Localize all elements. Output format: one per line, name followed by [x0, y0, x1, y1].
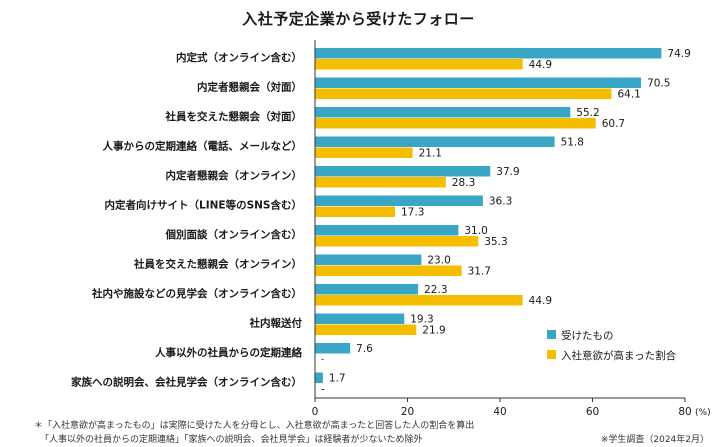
bar-received: [315, 343, 351, 354]
data-label: 21.1: [419, 148, 442, 160]
data-label: 28.3: [452, 177, 475, 189]
category-label: 内定者懇親会（対面）: [197, 81, 302, 94]
data-label: 64.1: [617, 89, 640, 101]
data-label: 21.9: [422, 325, 445, 337]
category-label: 人事以外の社員からの定期連絡: [155, 346, 302, 359]
category-label: 社内や施設などの見学会（オンライン含む）: [91, 287, 302, 300]
footnote-2: 「人事以外の社員からの定期連絡」「家族への説明会、会社見学会」は経験者が少ないた…: [40, 435, 423, 445]
bar-motivated: [315, 118, 596, 129]
data-label: 19.3: [410, 314, 433, 326]
bar-received: [315, 254, 422, 265]
data-label: 22.3: [424, 284, 447, 296]
chart-title: 入社予定企業から受けたフォロー: [242, 10, 475, 28]
data-label: 7.6: [356, 343, 373, 355]
bar-received: [315, 195, 483, 206]
category-label: 社員を交えた懇親会（オンライン）: [133, 258, 302, 271]
bar-received: [315, 225, 459, 236]
bar-motivated: [315, 147, 413, 158]
data-label: 35.3: [484, 236, 507, 248]
data-label: 60.7: [602, 118, 625, 130]
bar-received: [315, 372, 323, 383]
bar-motivated: [315, 236, 479, 247]
data-label: 36.3: [489, 196, 512, 208]
data-label: 23.0: [427, 255, 450, 267]
bar-motivated: [315, 177, 446, 188]
category-label: 内定者懇親会（オンライン）: [166, 169, 303, 182]
bar-received: [315, 166, 491, 177]
data-label: 70.5: [647, 78, 670, 90]
x-tick-label: 80: [678, 406, 691, 418]
legend-swatch: [547, 330, 556, 339]
data-label: 17.3: [401, 207, 424, 219]
category-label: 内定者向けサイト（LINE等のSNS含む）: [105, 199, 302, 212]
bar-received: [315, 136, 555, 147]
x-tick-label: 0: [312, 406, 319, 418]
source-note: ※学生調査（2024年2月）: [600, 435, 709, 445]
bar-received: [315, 107, 571, 118]
footnote-1: ＊「入社意欲が高まったもの」は実際に受けた人を分母とし、入社意欲が高まったと回答…: [34, 421, 475, 431]
data-label: 51.8: [561, 137, 584, 149]
data-label: -: [321, 355, 324, 365]
legend-swatch: [547, 350, 556, 359]
bar-motivated: [315, 324, 417, 335]
data-label: 74.9: [667, 48, 690, 60]
data-label: 31.0: [464, 225, 487, 237]
category-label: 社内報送付: [249, 317, 303, 330]
category-label: 人事からの定期連絡（電話、メールなど）: [103, 140, 303, 153]
bar-received: [315, 313, 405, 324]
data-label: 44.9: [529, 59, 552, 71]
x-tick-label: 60: [586, 406, 599, 418]
data-label: 37.9: [496, 166, 519, 178]
bar-motivated: [315, 295, 523, 306]
legend-label: 入社意欲が高まった割合: [561, 349, 677, 362]
category-label: 内定式（オンライン含む）: [176, 51, 302, 64]
bar-motivated: [315, 59, 523, 70]
category-label: 個別面談（オンライン含む）: [165, 228, 303, 241]
data-label: -: [321, 384, 325, 396]
bar-received: [315, 48, 662, 59]
x-tick-label: 40: [493, 406, 506, 418]
bar-received: [315, 77, 642, 88]
category-label: 社員を交えた懇親会（対面）: [165, 110, 303, 123]
bar-motivated: [315, 265, 462, 276]
bar-motivated: [315, 206, 396, 217]
data-label: 31.7: [468, 266, 491, 278]
x-unit-label: (%): [695, 408, 711, 418]
legend-label: 受けたもの: [561, 330, 614, 342]
data-label: 44.9: [529, 295, 552, 307]
bar-motivated: [315, 88, 612, 99]
category-label: 家族への説明会、会社見学会（オンライン含む）: [71, 376, 302, 389]
data-label: 55.2: [576, 107, 599, 119]
bar-received: [315, 284, 419, 295]
x-tick-label: 20: [401, 406, 414, 418]
data-label: 1.7: [329, 373, 346, 385]
